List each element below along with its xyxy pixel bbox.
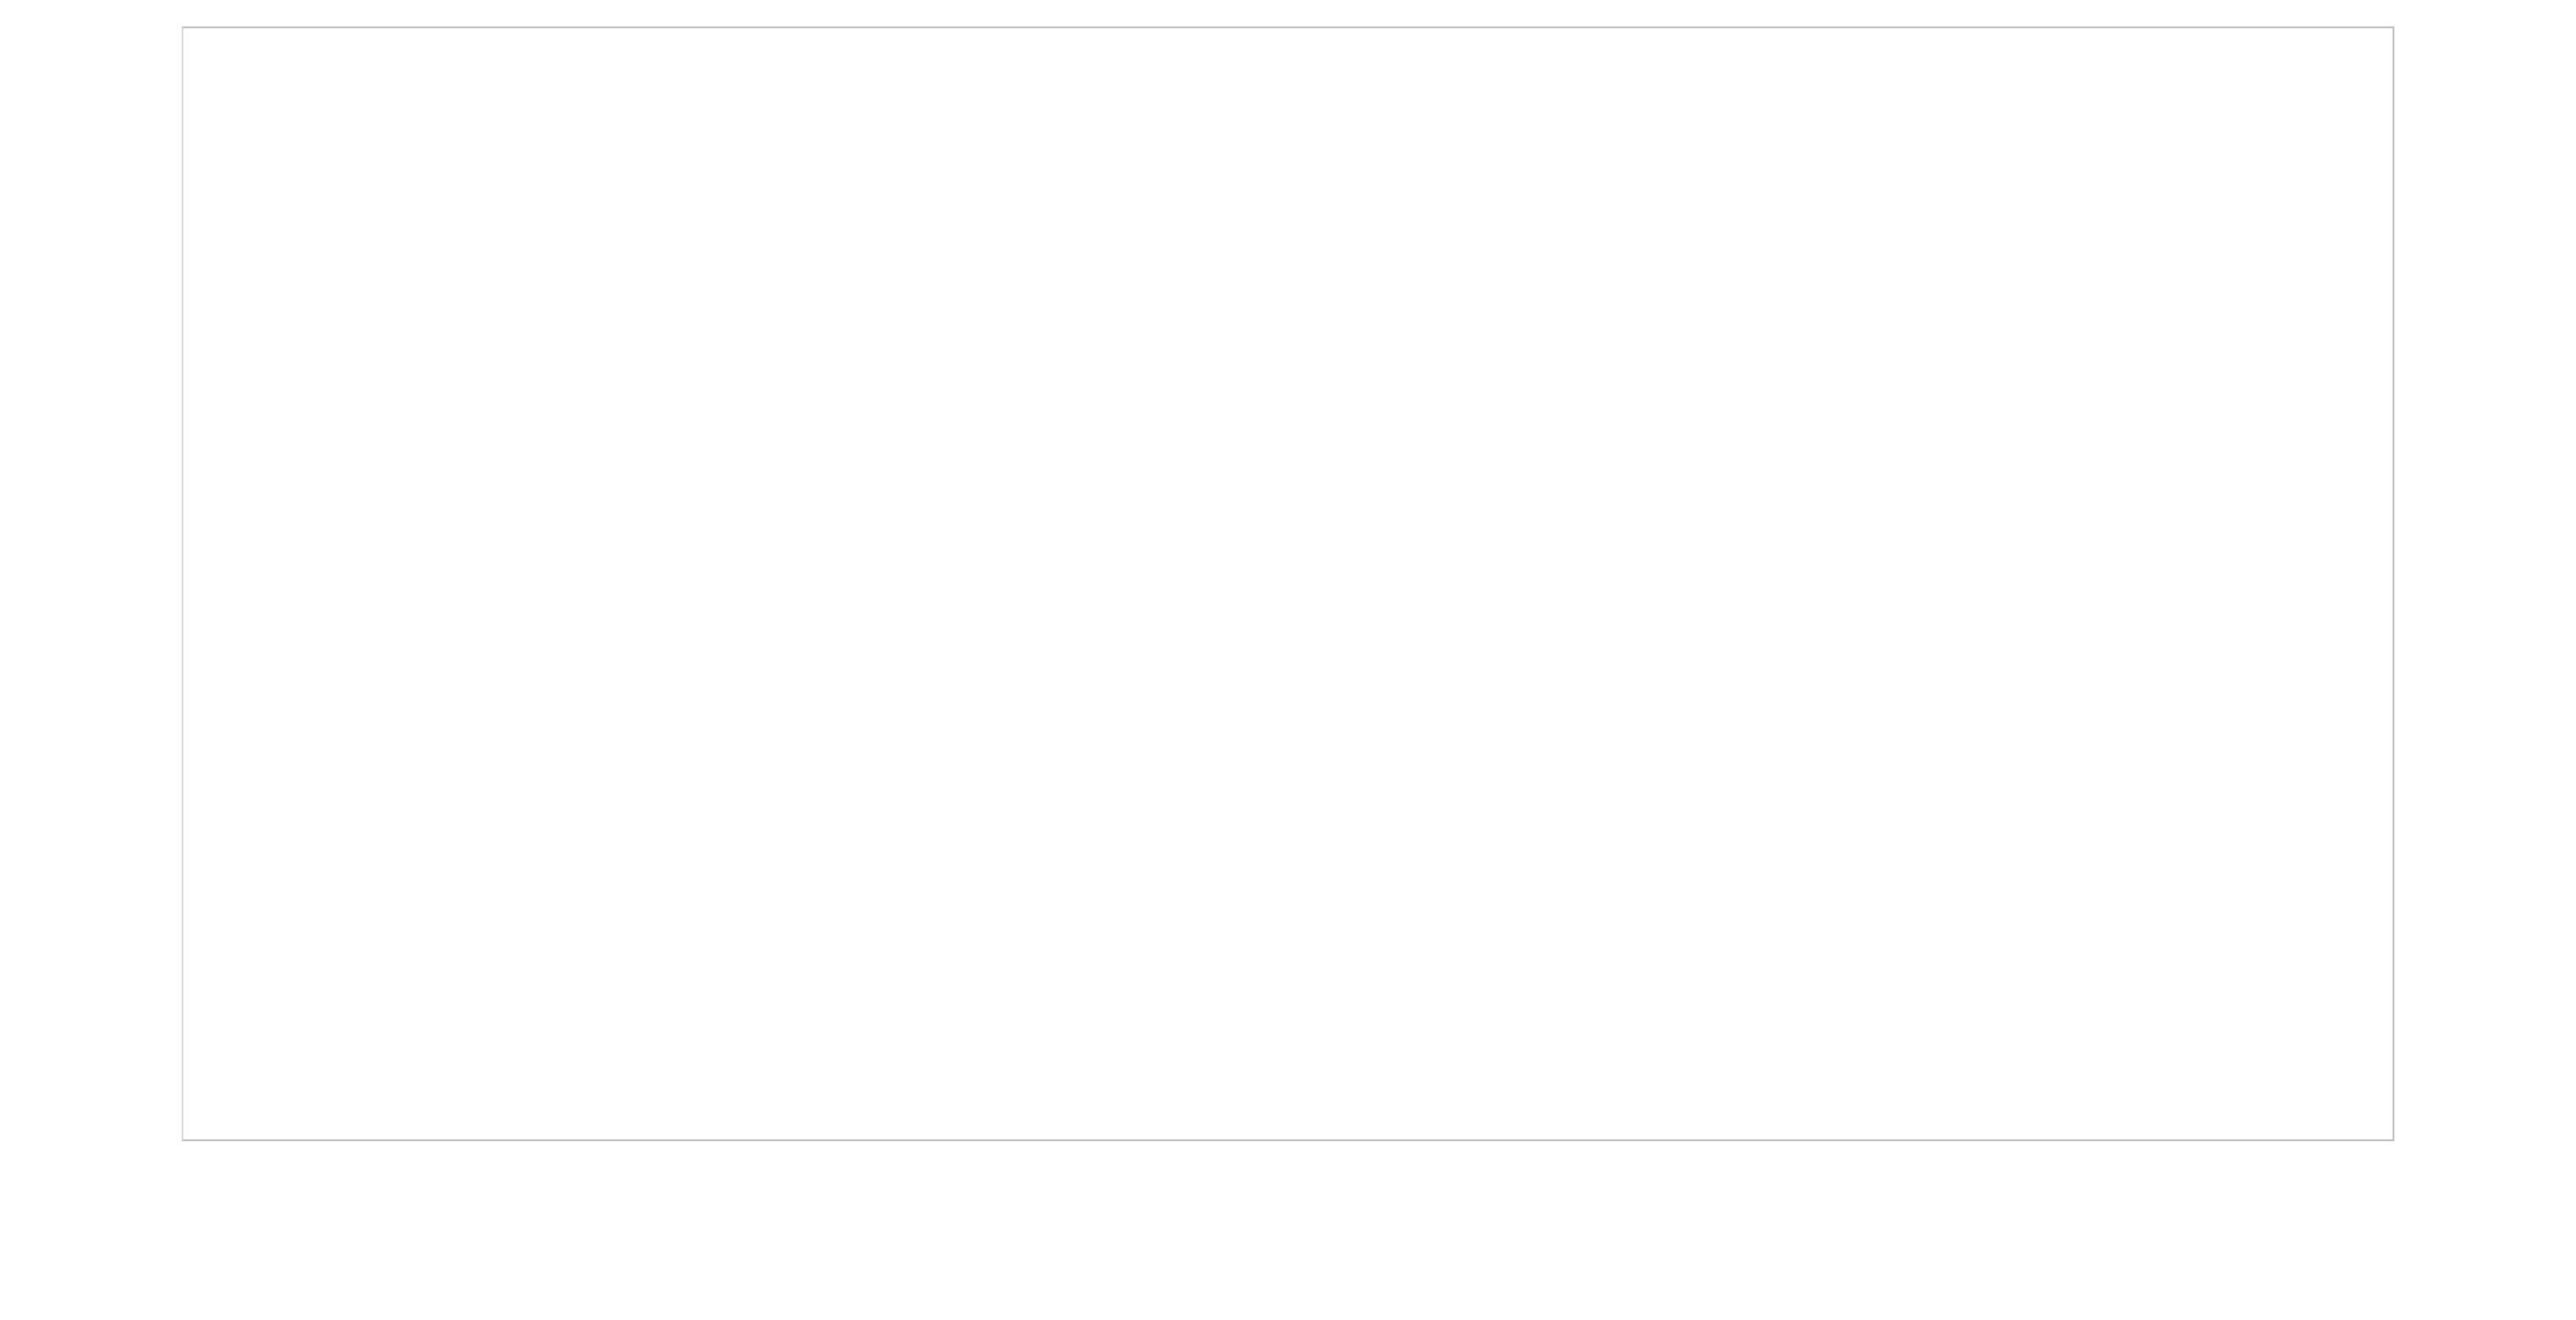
dual-axis-line-chart: [0, 0, 2576, 1320]
chart-container: [0, 0, 2576, 1320]
